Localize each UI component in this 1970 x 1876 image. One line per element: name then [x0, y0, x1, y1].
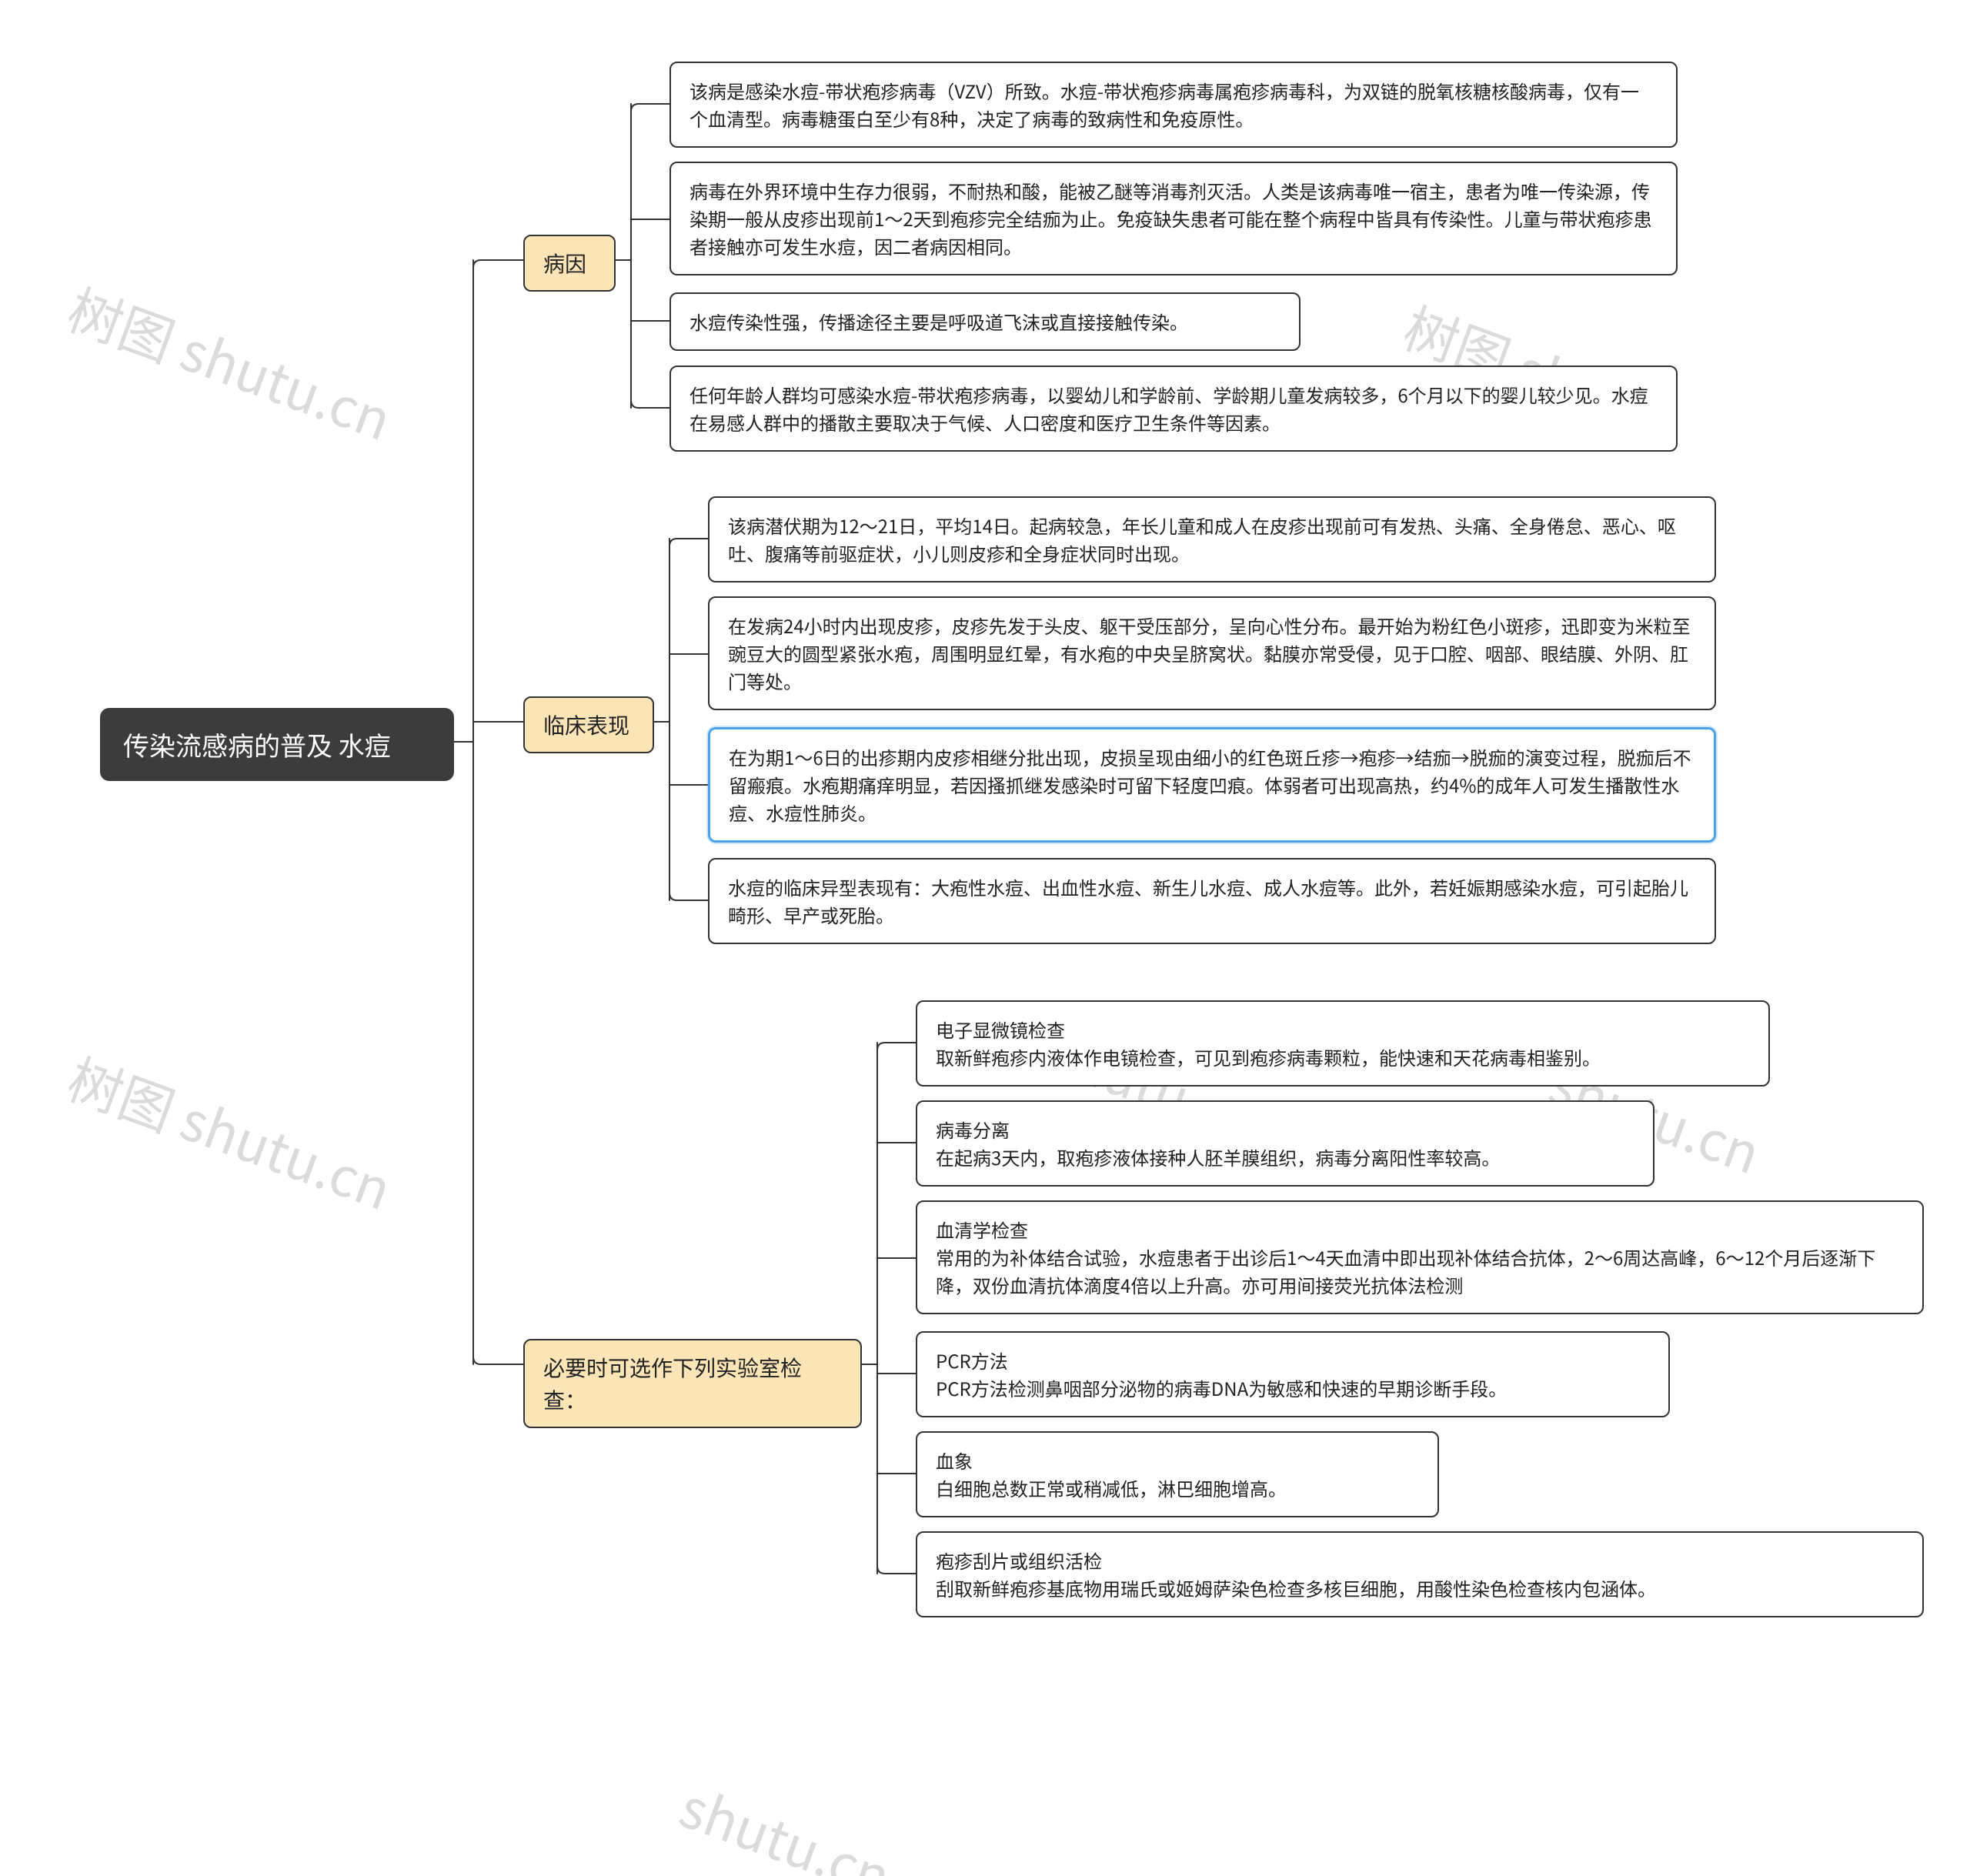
leaf-node[interactable]: 电子显微镜检查 取新鲜疱疹内液体作电镜检查，可见到疱疹病毒颗粒，能快速和天花病毒…	[916, 1000, 1770, 1087]
branch-node-cause[interactable]: 病因	[523, 235, 616, 292]
watermark: 树图 shutu.cn	[58, 268, 402, 456]
leaf-node[interactable]: 水痘的临床异型表现有：大疱性水痘、出血性水痘、新生儿水痘、成人水痘等。此外，若妊…	[708, 858, 1716, 944]
leaf-node[interactable]: 该病潜伏期为12～21日，平均14日。起病较急，年长儿童和成人在皮疹出现前可有发…	[708, 496, 1716, 582]
branch-node-lab[interactable]: 必要时可选作下列实验室检查：	[523, 1339, 862, 1428]
branch-node-clinical[interactable]: 临床表现	[523, 696, 654, 753]
watermark: shutu.cn	[670, 1766, 902, 1876]
leaf-node[interactable]: 病毒在外界环境中生存力很弱，不耐热和酸，能被乙醚等消毒剂灭活。人类是该病毒唯一宿…	[669, 162, 1678, 275]
leaf-node[interactable]: 病毒分离 在起病3天内，取疱疹液体接种人胚羊膜组织，病毒分离阳性率较高。	[916, 1100, 1654, 1187]
root-node[interactable]: 传染流感病的普及 水痘	[100, 708, 454, 781]
leaf-node[interactable]: 水痘传染性强，传播途径主要是呼吸道飞沫或直接接触传染。	[669, 292, 1301, 351]
leaf-node[interactable]: PCR方法 PCR方法检测鼻咽部分泌物的病毒DNA为敏感和快速的早期诊断手段。	[916, 1331, 1670, 1417]
leaf-node[interactable]: 该病是感染水痘-带状疱疹病毒（VZV）所致。水痘-带状疱疹病毒属疱疹病毒科，为双…	[669, 62, 1678, 148]
leaf-node[interactable]: 任何年龄人群均可感染水痘-带状疱疹病毒，以婴幼儿和学龄前、学龄期儿童发病较多，6…	[669, 366, 1678, 452]
watermark: 树图 shutu.cn	[58, 1037, 402, 1226]
mindmap-canvas: 树图 shutu.cn 树图 shut 树图 shutu.cn shutu.cn…	[0, 0, 1970, 1876]
leaf-node[interactable]: 血清学检查 常用的为补体结合试验，水痘患者于出诊后1～4天血清中即出现补体结合抗…	[916, 1200, 1924, 1314]
leaf-node[interactable]: 在发病24小时内出现皮疹，皮疹先发于头皮、躯干受压部分，呈向心性分布。最开始为粉…	[708, 596, 1716, 710]
leaf-node[interactable]: 血象 白细胞总数正常或稍减低，淋巴细胞增高。	[916, 1431, 1439, 1517]
leaf-node-selected[interactable]: 在为期1～6日的出疹期内皮疹相继分批出现，皮损呈现由细小的红色斑丘疹→疱疹→结痂…	[708, 727, 1716, 843]
leaf-node[interactable]: 疱疹刮片或组织活检 刮取新鲜疱疹基底物用瑞氏或姬姆萨染色检查多核巨细胞，用酸性染…	[916, 1531, 1924, 1617]
